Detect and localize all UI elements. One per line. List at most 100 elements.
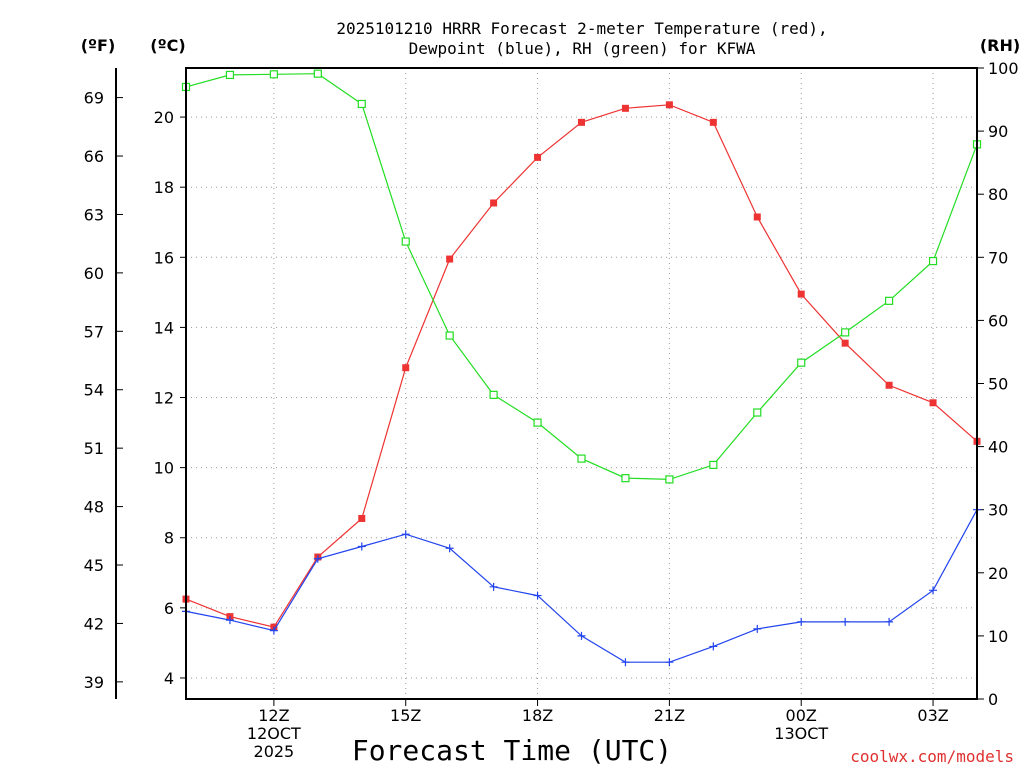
rh-tick-label: 60 [988, 311, 1008, 330]
celsius-tick-label: 12 [154, 389, 174, 408]
rh-marker [357, 99, 366, 109]
rh-tick-label: 100 [988, 59, 1019, 78]
dewpoint-marker [445, 544, 454, 553]
rh-marker [313, 69, 322, 78]
temperature-marker [841, 339, 849, 347]
dewpoint-marker [489, 582, 498, 591]
temperature-series [182, 101, 981, 631]
temperature-line [185, 104, 978, 628]
x-tick-label: 12Z [258, 706, 289, 725]
rh-marker [401, 237, 410, 246]
celsius-tick-label: 6 [164, 599, 174, 618]
dewpoint-marker [753, 624, 762, 633]
rh-tick-label: 30 [988, 501, 1008, 520]
dewpoint-marker [929, 586, 938, 595]
fahrenheit-tick-label: 48 [84, 498, 104, 517]
temperature-marker [578, 118, 585, 126]
temperature-marker [929, 399, 937, 407]
rh-tick-label: 20 [988, 564, 1008, 583]
dewpoint-marker [533, 591, 542, 600]
temperature-marker [621, 104, 629, 112]
fahrenheit-tick-label: 63 [84, 205, 104, 224]
fahrenheit-tick-label: 45 [84, 556, 104, 575]
rh-line [185, 73, 978, 481]
rh-marker [928, 256, 938, 266]
fahrenheit-tick-label: 69 [84, 89, 104, 108]
dewpoint-marker [797, 617, 806, 626]
celsius-tick-label: 20 [154, 108, 174, 127]
dewpoint-marker [313, 554, 322, 563]
rh-marker [225, 70, 235, 80]
rh-marker [577, 454, 586, 463]
fahrenheit-tick-label: 60 [84, 264, 104, 283]
celsius-tick-label: 16 [154, 248, 174, 267]
rh-marker [665, 475, 674, 484]
celsius-unit-label: (ºC) [150, 36, 185, 55]
temperature-marker [709, 118, 717, 126]
rh-series [181, 69, 982, 484]
temperature-marker [402, 364, 410, 372]
temperature-marker [665, 101, 673, 109]
temperature-marker [358, 514, 366, 522]
dewpoint-marker [577, 631, 586, 640]
dewpoint-series [182, 505, 981, 667]
fahrenheit-unit-label: (ºF) [81, 36, 116, 55]
temperature-marker [446, 255, 454, 263]
plot-frame [185, 67, 978, 700]
grid-layer [186, 68, 977, 699]
celsius-tick-label: 4 [164, 669, 174, 688]
dewpoint-marker [357, 542, 366, 551]
rh-marker [489, 390, 498, 399]
fahrenheit-tick-label: 66 [84, 147, 104, 166]
x-tick-label: 03Z [917, 706, 948, 725]
dewpoint-marker [709, 642, 718, 651]
dewpoint-marker [841, 617, 850, 626]
dewpoint-marker [225, 616, 234, 625]
dewpoint-marker [269, 626, 278, 635]
x-tick-label: 2025 [254, 742, 295, 761]
temperature-marker [753, 213, 761, 221]
fahrenheit-axis: 39 42 45 48 51 54 57 60 63 66 69 [84, 68, 123, 699]
rh-marker [621, 474, 630, 483]
dewpoint-marker [401, 530, 410, 539]
chart-title-line1: 2025101210 HRRR Forecast 2-meter Tempera… [336, 19, 827, 38]
rh-marker [841, 328, 850, 337]
temperature-marker [885, 381, 893, 389]
credit-text: coolwx.com/models [850, 747, 1014, 766]
fahrenheit-tick-label: 54 [84, 381, 104, 400]
celsius-tick-label: 14 [154, 318, 174, 337]
rh-marker [533, 418, 542, 427]
rh-tick-label: 70 [988, 248, 1008, 267]
fahrenheit-tick-label: 39 [84, 673, 104, 692]
celsius-tick-label: 18 [154, 178, 174, 197]
celsius-axis: 4 6 8 10 12 14 16 18 20 [154, 108, 186, 688]
x-tick-label: 13OCT [774, 724, 828, 743]
x-axis-title: Forecast Time (UTC) [352, 734, 672, 767]
rh-tick-label: 10 [988, 627, 1008, 646]
rh-tick-label: 40 [988, 438, 1008, 457]
x-tick-label: 15Z [390, 706, 421, 725]
rh-tick-label: 90 [988, 122, 1008, 141]
x-tick-label: 18Z [522, 706, 553, 725]
chart-title-line2: Dewpoint (blue), RH (green) for KFWA [409, 39, 756, 58]
temperature-marker [797, 290, 805, 298]
rh-tick-label: 50 [988, 375, 1008, 394]
temperature-marker [490, 199, 498, 207]
celsius-tick-label: 8 [164, 529, 174, 548]
celsius-tick-label: 10 [154, 459, 174, 478]
fahrenheit-tick-label: 57 [84, 322, 104, 341]
rh-unit-label: (RH) [980, 36, 1020, 55]
rh-marker [753, 408, 762, 417]
dewpoint-marker [621, 658, 630, 667]
rh-marker [797, 358, 806, 367]
fahrenheit-tick-label: 42 [84, 614, 104, 633]
rh-tick-label: 80 [988, 185, 1008, 204]
dewpoint-marker [665, 658, 674, 667]
x-tick-label: 21Z [654, 706, 685, 725]
rh-axis: 0 10 20 30 40 50 60 70 80 90 100 [977, 59, 1019, 709]
rh-marker [885, 296, 894, 305]
dewpoint-marker [885, 617, 894, 626]
x-tick-label: 12OCT [247, 724, 301, 743]
